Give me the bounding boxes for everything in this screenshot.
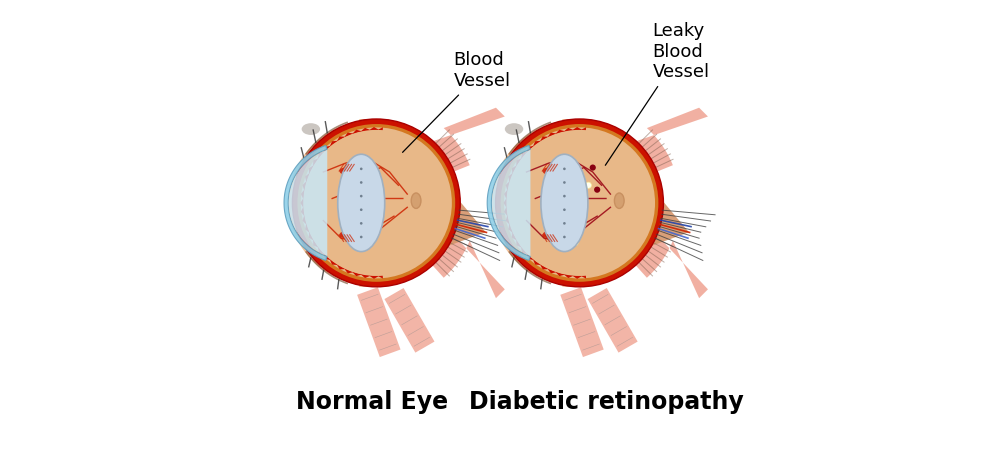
Circle shape [360,208,363,211]
Polygon shape [289,150,327,256]
Circle shape [585,182,591,189]
Circle shape [496,119,663,287]
Circle shape [506,130,653,276]
Circle shape [563,236,566,238]
Ellipse shape [338,154,385,252]
Polygon shape [431,234,505,298]
Circle shape [576,173,583,180]
Circle shape [572,239,578,246]
Polygon shape [635,108,708,172]
Ellipse shape [505,123,523,135]
Ellipse shape [543,231,553,238]
Polygon shape [492,150,530,256]
Circle shape [568,231,574,237]
Ellipse shape [541,154,588,252]
Circle shape [360,195,363,198]
Text: Normal Eye: Normal Eye [296,390,448,414]
Circle shape [563,195,566,198]
Ellipse shape [339,231,349,238]
Polygon shape [648,198,689,247]
Circle shape [504,127,655,279]
Polygon shape [431,108,505,172]
Circle shape [360,181,363,184]
Circle shape [360,222,363,225]
Circle shape [563,181,566,184]
Circle shape [563,208,566,211]
Polygon shape [504,127,586,279]
Circle shape [563,239,569,246]
Polygon shape [635,234,708,298]
Circle shape [501,124,658,282]
Polygon shape [357,287,401,357]
Circle shape [297,124,455,282]
Circle shape [594,187,600,193]
Circle shape [554,231,561,237]
Polygon shape [445,198,486,247]
Text: Leaky
Blood
Vessel: Leaky Blood Vessel [605,22,710,165]
Circle shape [360,167,363,170]
Text: Blood
Vessel: Blood Vessel [403,51,511,153]
Circle shape [559,231,565,237]
Circle shape [301,127,452,279]
Circle shape [572,173,578,180]
Ellipse shape [411,193,421,208]
Circle shape [360,236,363,238]
Ellipse shape [543,168,553,175]
Ellipse shape [339,168,349,175]
Circle shape [292,119,460,287]
Circle shape [572,182,578,189]
Text: Diabetic retinopathy: Diabetic retinopathy [469,390,743,414]
Polygon shape [487,145,530,261]
Circle shape [563,167,566,170]
Polygon shape [288,119,392,287]
Circle shape [581,217,587,224]
Polygon shape [491,119,595,287]
Polygon shape [560,287,604,357]
Circle shape [563,222,566,225]
Polygon shape [284,145,327,261]
Circle shape [590,165,596,171]
Polygon shape [300,127,383,279]
Polygon shape [384,288,434,353]
Ellipse shape [302,123,320,135]
Ellipse shape [614,193,624,208]
Circle shape [303,130,449,276]
Polygon shape [588,288,638,353]
